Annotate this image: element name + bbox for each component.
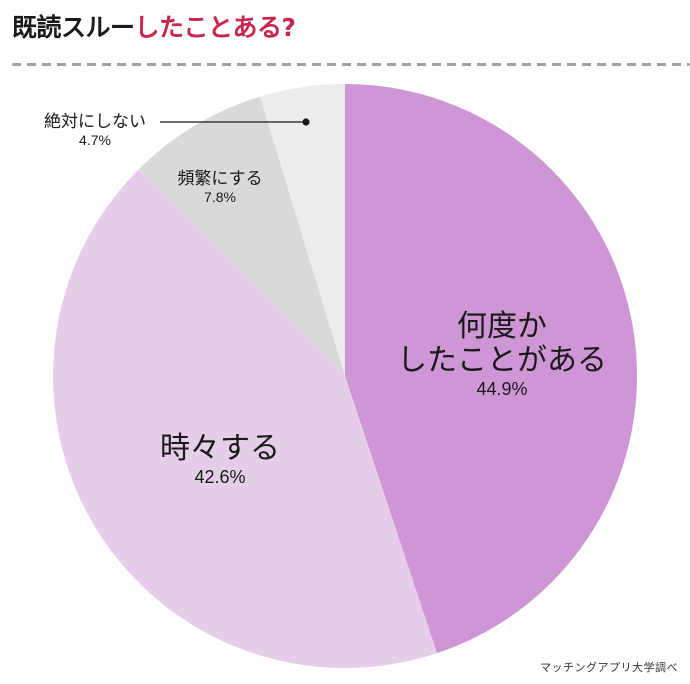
slice-name: 頻繁にする — [177, 169, 263, 189]
pie-slice-0 — [345, 84, 637, 654]
slice-percent: 7.8% — [204, 189, 236, 205]
slice-name: 絶対にしない — [44, 112, 146, 132]
pie-slice-1 — [53, 169, 437, 668]
title-part-2: したことある? — [134, 13, 297, 42]
slice-percent: 44.9% — [476, 379, 528, 399]
slice-percent: 42.6% — [194, 467, 246, 487]
title-part-1: 既読スルー — [12, 13, 135, 42]
slice-label-never: 絶対にしない 4.7% — [30, 112, 160, 148]
pie-slice-3 — [260, 84, 345, 376]
source-note: マッチングアプリ大学調べ — [540, 661, 678, 674]
chart-title: 既読スルーしたことある? — [12, 12, 296, 44]
pie-slice-2 — [138, 96, 345, 377]
slice-label-several-times: 何度か したことがある 44.9% — [388, 310, 616, 400]
slice-percent: 4.7% — [79, 132, 111, 148]
dashed-divider — [12, 63, 690, 66]
slice-name: 時々する — [160, 431, 280, 466]
callout-leader — [160, 118, 310, 126]
slice-label-sometimes: 時々する 42.6% — [140, 432, 300, 488]
slice-name: 何度か — [457, 309, 547, 344]
slice-name-line2: したことがある — [397, 343, 607, 378]
slice-label-frequently: 頻繁にする 7.8% — [160, 169, 280, 205]
